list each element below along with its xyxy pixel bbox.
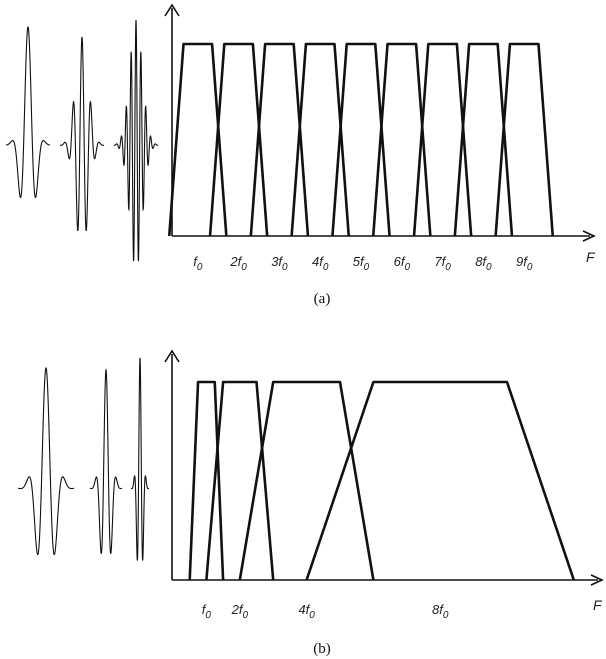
- panel-a-tick-label: 8f0: [475, 254, 492, 273]
- panel-a-wavelets: [5, 19, 159, 262]
- panel-b-tick-labels: f0 2f0 4f0 8f0: [202, 602, 449, 621]
- panel-b-axis-label: F: [593, 597, 603, 613]
- panel-b: f0 2f0 4f0 8f0 F (b): [17, 349, 604, 657]
- panel-a-filter-1: [167, 42, 228, 237]
- panel-b-y-arrow: [164, 349, 180, 363]
- wavelet-a-1: [5, 25, 51, 199]
- panel-a-y-arrow: [164, 3, 180, 17]
- panel-a-tick-label: 7f0: [434, 254, 451, 273]
- panel-a-x-arrow: [582, 230, 596, 242]
- wavelet-a-3: [113, 19, 159, 262]
- panel-a-tick-label: 4f0: [312, 254, 329, 273]
- panel-a-filter-9: [494, 42, 555, 237]
- wavelet-b-1: [17, 366, 75, 556]
- panel-b-caption: (b): [313, 641, 331, 657]
- panel-b-x-arrow: [590, 574, 604, 586]
- panel-a-filter-5: [331, 42, 391, 237]
- panel-a-filter-6: [371, 42, 432, 237]
- panel-a-tick-label: 3f0: [271, 254, 288, 273]
- panel-a-tick-label: 9f0: [516, 254, 533, 273]
- wavelet-a-2: [59, 36, 105, 232]
- wavelet-b-2: [89, 368, 123, 555]
- panel-a-caption: (a): [314, 291, 331, 307]
- panel-b-filters: [188, 380, 576, 581]
- panel-b-filter-3: [238, 380, 375, 581]
- panel-b-tick-label: 2f0: [231, 602, 249, 621]
- panel-b-tick-label: 4f0: [298, 602, 315, 621]
- panel-a-filter-8: [453, 42, 514, 237]
- panel-a: f0 2f0 3f0 4f0 5f0 6f0 7f0 8f0 9f0 F (a): [5, 3, 596, 307]
- panel-b-filter-2: [205, 380, 275, 581]
- panel-a-filter-7: [412, 42, 473, 237]
- panel-a-tick-label: 5f0: [353, 254, 370, 273]
- panel-a-filter-2: [208, 42, 269, 237]
- panel-b-wavelets: [17, 357, 150, 561]
- panel-a-axis-label: F: [586, 249, 596, 265]
- panel-b-tick-label: f0: [202, 602, 212, 621]
- panel-a-tick-label: 2f0: [229, 254, 247, 273]
- panel-a-tick-labels: f0 2f0 3f0 4f0 5f0 6f0 7f0 8f0 9f0: [193, 254, 533, 273]
- panel-b-filter-4: [305, 380, 576, 581]
- panel-b-filter-1: [188, 380, 225, 581]
- panel-a-tick-label: f0: [193, 254, 203, 273]
- panel-a-tick-label: 6f0: [394, 254, 411, 273]
- panel-b-tick-label: 8f0: [432, 602, 449, 621]
- panel-a-filter-3: [249, 42, 310, 237]
- wavelet-b-3: [130, 357, 150, 561]
- panel-a-filter-4: [290, 42, 351, 237]
- panel-a-filters: [167, 42, 555, 237]
